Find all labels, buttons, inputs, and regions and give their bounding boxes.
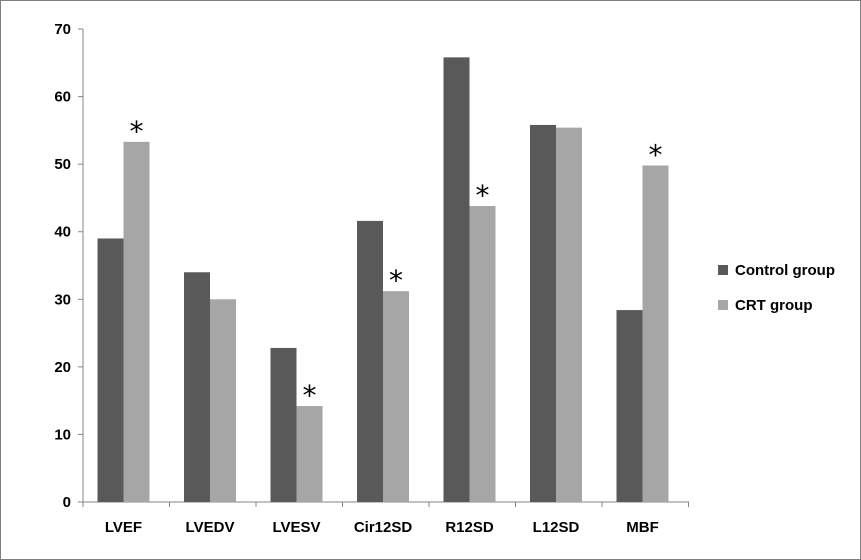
x-category-label: L12SD — [533, 519, 580, 536]
y-tick-label: 60 — [54, 89, 71, 106]
bars — [97, 57, 669, 503]
bar-control-r12sd — [443, 57, 470, 502]
y-tick-label: 50 — [54, 156, 71, 173]
x-category-label: LVEF — [105, 519, 142, 536]
x-category-label: MBF — [626, 519, 659, 536]
y-tick-label: 70 — [54, 21, 71, 38]
x-category-label: LVESV — [272, 519, 320, 536]
bar-control-cir12sd — [357, 220, 383, 502]
y-tick-label: 10 — [54, 426, 71, 443]
bar-control-mbf — [616, 310, 643, 502]
legend-swatch-crt — [718, 300, 728, 310]
legend-swatch-control — [718, 265, 728, 275]
significance-star: * — [476, 179, 490, 212]
legend: Control group CRT group — [718, 262, 835, 314]
x-category-label: Cir12SD — [354, 519, 413, 536]
bar-crt-cir12sd — [383, 291, 409, 502]
significance-star: * — [389, 264, 403, 297]
bar-crt-lvesv — [296, 406, 323, 502]
bar-control-lvedv — [184, 272, 210, 502]
bar-control-lvef — [97, 238, 124, 502]
bar-crt-l12sd — [556, 127, 582, 502]
x-category-label: LVEDV — [186, 519, 235, 536]
significance-star: * — [649, 138, 663, 171]
bar-control-l12sd — [530, 124, 556, 503]
legend-label-control: Control group — [735, 262, 835, 279]
x-category-label: R12SD — [445, 519, 494, 536]
significance-star: * — [303, 379, 317, 412]
y-tick-label: 30 — [54, 291, 71, 308]
y-axis: 0 10 20 30 40 50 60 70 — [54, 21, 84, 511]
bar-crt-mbf — [642, 165, 669, 502]
significance-markers: * * * * * — [130, 115, 663, 412]
bar-crt-lvedv — [210, 299, 236, 502]
bar-control-lvesv — [270, 347, 297, 502]
y-tick-label: 40 — [54, 224, 71, 241]
x-axis: LVEF LVEDV LVESV Cir12SD R12SD L12SD MBF — [82, 501, 689, 536]
legend-label-crt: CRT group — [735, 297, 812, 314]
significance-star: * — [130, 115, 144, 148]
y-tick-label: 0 — [63, 494, 71, 511]
bar-crt-lvef — [123, 141, 150, 502]
bar-crt-r12sd — [469, 206, 496, 502]
y-tick-label: 20 — [54, 359, 71, 376]
